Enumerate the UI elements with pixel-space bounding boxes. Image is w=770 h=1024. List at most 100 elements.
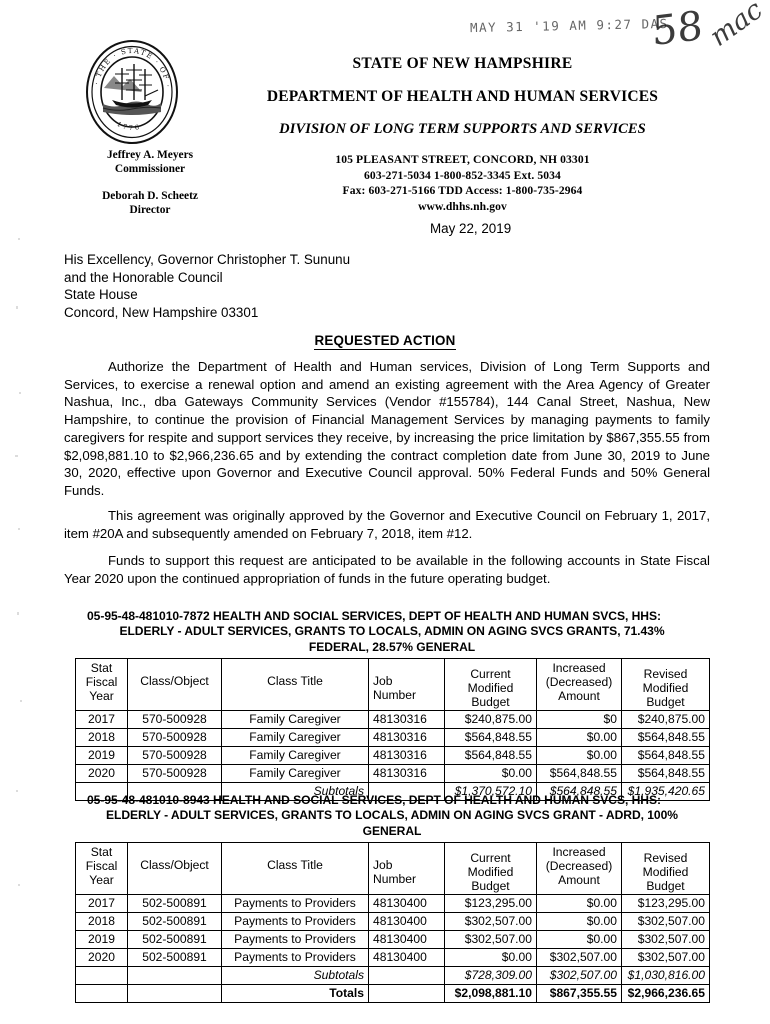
requested-action-heading: REQUESTED ACTION [0, 333, 770, 350]
cell-empty [75, 966, 128, 985]
cell-increase: $0 [536, 710, 622, 729]
table-row: 2020 570-500928 Family Caregiver 4813031… [75, 764, 710, 783]
scan-artifact [19, 392, 21, 394]
cell-revised: $123,295.00 [621, 894, 710, 913]
col-header-line: Fiscal [85, 675, 118, 689]
col-class-object: Class/Object [127, 842, 222, 895]
cell-job-number: 48130316 [368, 746, 445, 765]
cell-job-number: 48130400 [368, 894, 445, 913]
director-name: Deborah D. Scheetz [102, 190, 198, 202]
cell-increase: $0.00 [536, 728, 622, 747]
cell-class-title: Family Caregiver [221, 764, 369, 783]
cell-year: 2018 [75, 728, 128, 747]
col-header-line: Stat [90, 661, 113, 675]
col-header-line: Budget [646, 879, 685, 893]
col-class-title: Class Title [221, 658, 369, 711]
cell-totals-revised: $2,966,236.65 [621, 984, 710, 1003]
account-heading-1-line1: 05-95-48-481010-7872 HEALTH AND SOCIAL S… [87, 609, 661, 623]
cell-empty [127, 966, 222, 985]
cell-class-object: 502-500891 [127, 912, 222, 931]
account-heading-2-line1: 05-95-48-481010-8943 HEALTH AND SOCIAL S… [87, 793, 661, 807]
cell-job-number: 48130316 [368, 710, 445, 729]
col-increased-decreased-amount: Increased (Decreased) Amount [536, 842, 622, 895]
col-header-line: Increased [552, 661, 606, 675]
cell-current: $302,507.00 [444, 930, 537, 949]
cell-class-object: 502-500891 [127, 930, 222, 949]
commissioner-title: Commissioner [114, 163, 186, 175]
scan-artifact [18, 528, 20, 530]
paragraph-history: This agreement was originally approved b… [64, 508, 710, 541]
cell-increase: $564,848.55 [536, 764, 622, 783]
cell-year: 2020 [75, 764, 128, 783]
cell-empty [368, 984, 445, 1003]
department-name: DEPARTMENT OF HEALTH AND HUMAN SERVICES [266, 88, 659, 105]
cell-revised: $302,507.00 [621, 912, 710, 931]
cell-subtotal-label: Subtotals [221, 782, 369, 801]
cell-class-object: 570-500928 [127, 710, 222, 729]
cell-year: 2020 [75, 948, 128, 967]
col-header-line: Number [373, 872, 417, 886]
website-url: www.dhhs.nh.gov [418, 199, 507, 213]
cell-job-number: 48130316 [368, 764, 445, 783]
col-header-line: Budget [471, 879, 510, 893]
col-header-line: Job [373, 674, 393, 688]
table-subtotal-row: Subtotals $728,309.00 $302,507.00 $1,030… [75, 966, 710, 985]
letter-date: May 22, 2019 [430, 221, 512, 236]
account-heading-1: 05-95-48-481010-7872 HEALTH AND SOCIAL S… [75, 609, 709, 655]
scan-artifact [17, 612, 19, 615]
cell-job-number: 48130400 [368, 930, 445, 949]
cell-current: $0.00 [444, 764, 537, 783]
table-header-row: Stat Fiscal Year Class/Object Class Titl… [75, 658, 710, 711]
scan-artifact [20, 700, 22, 702]
date-received-stamp: MAY 31 '19 AM 9:27 DAS [469, 15, 669, 36]
col-header-line: (Decreased) [545, 859, 613, 873]
cell-subtotal-revised: $1,030,816.00 [621, 966, 710, 985]
col-header-line: Revised Modified [642, 667, 689, 695]
col-header-line: Current Modified [467, 667, 514, 695]
cell-job-number: 48130316 [368, 728, 445, 747]
budget-table-2: Stat Fiscal Year Class/Object Class Titl… [75, 842, 710, 1003]
cell-class-title: Family Caregiver [221, 746, 369, 765]
col-job-number: Job Number [368, 658, 445, 711]
cell-class-title: Payments to Providers [221, 912, 369, 931]
cell-empty [127, 984, 222, 1003]
cell-current: $302,507.00 [444, 912, 537, 931]
cell-class-title: Payments to Providers [221, 930, 369, 949]
director-title: Director [129, 204, 171, 216]
cell-subtotal-label: Subtotals [221, 966, 369, 985]
street-address: 105 PLEASANT STREET, CONCORD, NH 03301 [335, 153, 590, 166]
table-row: 2017 570-500928 Family Caregiver 4813031… [75, 710, 710, 729]
col-revised-modified-budget: Revised Modified Budget [621, 842, 710, 895]
cell-year: 2019 [75, 930, 128, 949]
paragraph-requested-action: Authorize the Department of Health and H… [64, 359, 710, 498]
col-current-modified-budget: Current Modified Budget [444, 658, 537, 711]
table-row: 2017 502-500891 Payments to Providers 48… [75, 894, 710, 913]
col-header-line: (Decreased) [545, 675, 613, 689]
account-heading-1-line3: FEDERAL, 28.57% GENERAL [308, 639, 476, 654]
col-header-line: Class/Object [140, 674, 209, 688]
cell-increase: $302,507.00 [536, 948, 622, 967]
table-totals-row: Totals $2,098,881.10 $867,355.55 $2,966,… [75, 984, 710, 1003]
cell-class-object: 570-500928 [127, 764, 222, 783]
table-subtotal-row: Subtotals $1,370,572.10 $564,848.55 $1,9… [75, 782, 710, 801]
col-header-line: Class Title [267, 674, 323, 688]
budget-table-1-body: 2017 570-500928 Family Caregiver 4813031… [75, 710, 710, 801]
cell-class-object: 570-500928 [127, 728, 222, 747]
table-row: 2018 502-500891 Payments to Providers 48… [75, 912, 710, 931]
letterhead: STATE OF NEW HAMPSHIRE DEPARTMENT OF HEA… [200, 55, 725, 214]
cell-empty [75, 984, 128, 1003]
state-seal-icon: · THE · STATE · OF · NEW HAMPSHIRE · · 1… [80, 32, 180, 146]
budget-table-2-body: 2017 502-500891 Payments to Providers 48… [75, 894, 710, 1003]
account-heading-2-line2: ELDERLY - ADULT SERVICES, GRANTS TO LOCA… [106, 808, 678, 823]
cell-increase: $0.00 [536, 894, 622, 913]
cell-job-number: 48130400 [368, 912, 445, 931]
cell-class-object: 502-500891 [127, 948, 222, 967]
cell-totals-increase: $867,355.55 [536, 984, 622, 1003]
table-row: 2019 502-500891 Payments to Providers 48… [75, 930, 710, 949]
scan-artifact [15, 455, 18, 457]
cell-class-title: Family Caregiver [221, 728, 369, 747]
cell-class-object: 502-500891 [127, 894, 222, 913]
account-heading-2-line3: GENERAL [362, 823, 422, 838]
cell-subtotal-current: $728,309.00 [444, 966, 537, 985]
col-header-line: Year [89, 689, 114, 703]
